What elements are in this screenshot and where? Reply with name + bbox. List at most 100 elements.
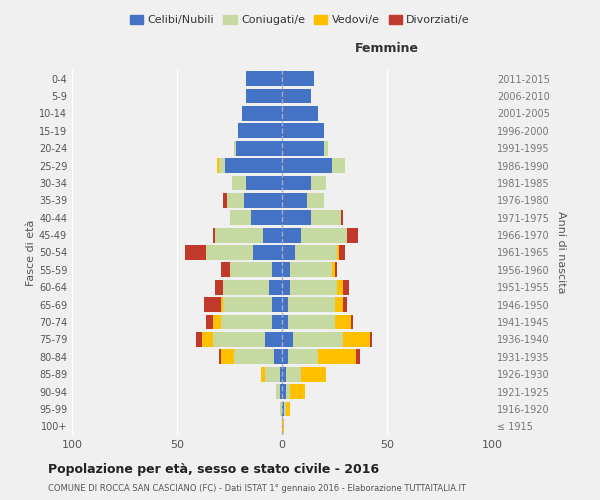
Bar	[286, 384, 290, 399]
Bar	[215, 280, 223, 294]
Bar	[290, 384, 305, 399]
Bar	[247, 88, 282, 104]
Bar	[280, 367, 282, 382]
Legend: Celibi/Nubili, Coniugati/e, Vedovi/e, Divorziati/e: Celibi/Nubili, Coniugati/e, Vedovi/e, Di…	[125, 10, 475, 30]
Bar	[282, 350, 289, 364]
Bar	[295, 245, 337, 260]
Bar	[324, 141, 328, 156]
Bar	[226, 158, 282, 173]
Bar	[311, 176, 326, 190]
Bar	[290, 280, 337, 294]
Y-axis label: Fasce di età: Fasce di età	[26, 220, 36, 286]
Bar	[263, 228, 282, 242]
Bar	[282, 314, 289, 330]
Bar	[282, 280, 290, 294]
Bar	[232, 176, 247, 190]
Bar	[289, 298, 335, 312]
Bar	[343, 280, 349, 294]
Bar	[301, 367, 326, 382]
Bar	[221, 298, 223, 312]
Bar	[284, 402, 286, 416]
Bar	[282, 176, 311, 190]
Bar	[223, 298, 271, 312]
Bar	[282, 210, 311, 225]
Bar	[223, 280, 269, 294]
Bar	[221, 314, 271, 330]
Bar	[213, 314, 221, 330]
Bar	[301, 228, 347, 242]
Bar	[338, 245, 345, 260]
Bar	[204, 298, 221, 312]
Bar	[229, 262, 271, 278]
Bar	[236, 141, 282, 156]
Bar	[282, 106, 318, 121]
Bar	[289, 350, 318, 364]
Bar	[282, 193, 307, 208]
Y-axis label: Anni di nascita: Anni di nascita	[556, 211, 566, 294]
Bar	[271, 298, 282, 312]
Bar	[282, 228, 301, 242]
Bar	[247, 72, 282, 86]
Bar	[343, 332, 370, 347]
Text: Femmine: Femmine	[355, 42, 419, 56]
Bar	[286, 367, 301, 382]
Bar	[219, 350, 221, 364]
Bar	[282, 298, 289, 312]
Bar	[289, 314, 335, 330]
Bar	[242, 106, 282, 121]
Bar	[274, 350, 282, 364]
Bar	[282, 419, 284, 434]
Bar	[282, 332, 293, 347]
Bar	[221, 350, 234, 364]
Bar	[219, 158, 226, 173]
Bar	[293, 332, 343, 347]
Bar	[234, 141, 236, 156]
Bar	[269, 280, 282, 294]
Text: Popolazione per età, sesso e stato civile - 2016: Popolazione per età, sesso e stato civil…	[48, 462, 379, 475]
Bar	[271, 314, 282, 330]
Bar	[282, 402, 284, 416]
Bar	[282, 384, 286, 399]
Bar	[282, 88, 311, 104]
Bar	[251, 210, 282, 225]
Bar	[286, 402, 290, 416]
Bar	[202, 332, 213, 347]
Bar	[244, 193, 282, 208]
Bar	[341, 210, 343, 225]
Bar	[213, 228, 215, 242]
Bar	[206, 314, 213, 330]
Bar	[229, 210, 251, 225]
Bar	[280, 384, 282, 399]
Bar	[215, 228, 263, 242]
Bar	[238, 124, 282, 138]
Bar	[234, 350, 274, 364]
Bar	[282, 245, 295, 260]
Bar	[343, 298, 347, 312]
Bar	[261, 367, 265, 382]
Bar	[206, 245, 253, 260]
Bar	[265, 332, 282, 347]
Bar	[337, 245, 339, 260]
Bar	[247, 176, 282, 190]
Bar	[355, 350, 360, 364]
Bar	[370, 332, 372, 347]
Bar	[265, 367, 280, 382]
Bar	[282, 262, 290, 278]
Bar	[337, 280, 343, 294]
Bar	[217, 158, 219, 173]
Bar	[227, 193, 244, 208]
Bar	[290, 262, 332, 278]
Bar	[282, 72, 314, 86]
Bar	[332, 262, 335, 278]
Bar	[351, 314, 353, 330]
Bar	[282, 124, 324, 138]
Bar	[185, 245, 206, 260]
Bar	[282, 141, 324, 156]
Bar	[221, 262, 229, 278]
Bar	[307, 193, 324, 208]
Bar	[332, 158, 345, 173]
Bar	[196, 332, 202, 347]
Bar	[318, 350, 355, 364]
Bar	[280, 402, 282, 416]
Bar	[335, 314, 352, 330]
